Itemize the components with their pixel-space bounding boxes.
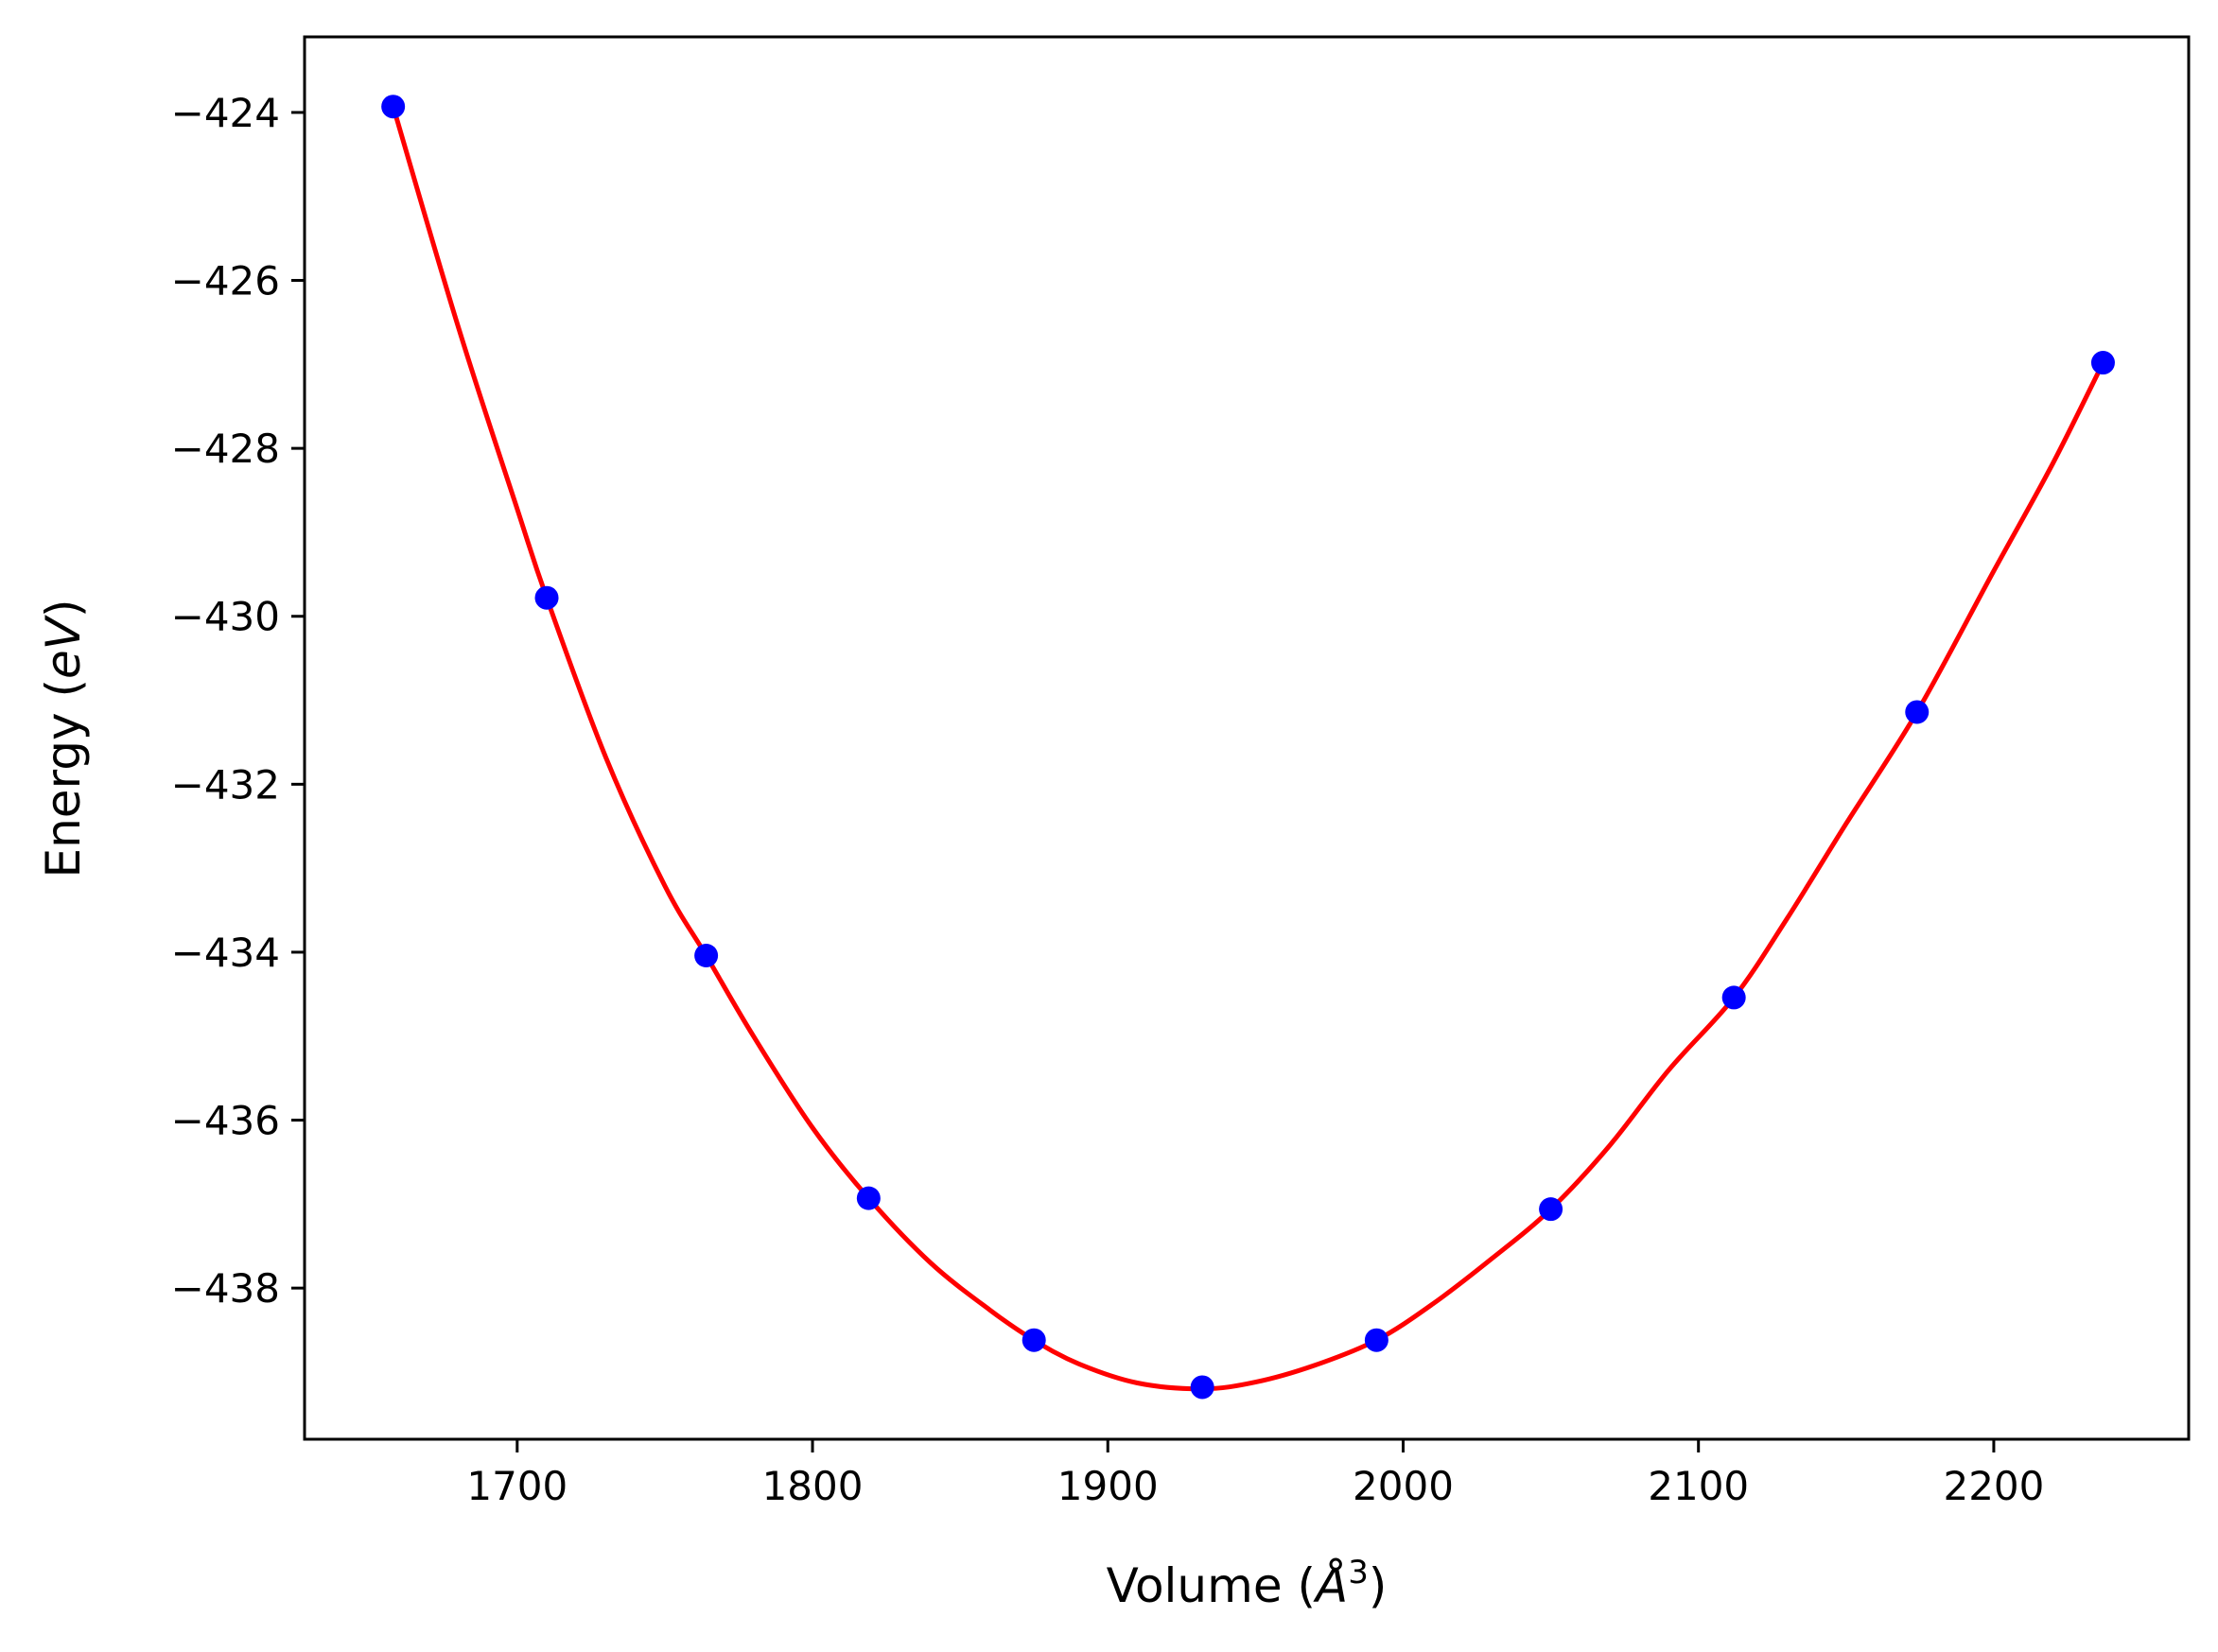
data-point bbox=[1190, 1375, 1214, 1400]
data-point bbox=[1022, 1328, 1046, 1352]
data-point bbox=[381, 95, 406, 119]
data-point bbox=[1539, 1197, 1563, 1222]
data-point bbox=[856, 1186, 881, 1210]
y-tick-label: −432 bbox=[171, 761, 280, 808]
data-point bbox=[1721, 985, 1746, 1010]
x-tick-label: 1900 bbox=[1057, 1463, 1159, 1509]
data-point bbox=[694, 943, 719, 967]
x-axis-label-prefix: Volume ( bbox=[1107, 1558, 1316, 1613]
x-axis-label: Volume (Å3) bbox=[1107, 1554, 1388, 1613]
x-axis-label-suffix: ) bbox=[1369, 1558, 1388, 1613]
y-tick-label: −436 bbox=[171, 1098, 280, 1144]
y-tick-label: −428 bbox=[171, 426, 280, 472]
x-axis-label-exponent: 3 bbox=[1348, 1554, 1369, 1591]
plot-frame bbox=[303, 35, 2191, 1441]
x-tick-label: 2200 bbox=[1943, 1463, 2044, 1509]
y-axis-label-unit: eV bbox=[36, 614, 91, 679]
series-layer bbox=[381, 95, 2115, 1400]
data-point bbox=[1364, 1328, 1388, 1352]
y-axis-label: Energy (eV) bbox=[36, 600, 91, 878]
x-tick-label: 2100 bbox=[1648, 1463, 1749, 1509]
y-tick-label: −426 bbox=[171, 258, 280, 304]
y-tick-label: −438 bbox=[171, 1265, 280, 1312]
y-tick-label: −434 bbox=[171, 930, 280, 976]
x-axis-label-symbol: Å bbox=[1313, 1558, 1348, 1613]
x-axis-ticks: 1700 1800 1900 2000 2100 2200 bbox=[466, 1439, 2044, 1509]
data-point bbox=[2090, 351, 2115, 375]
x-tick-label: 2000 bbox=[1353, 1463, 1454, 1509]
y-tick-label: −424 bbox=[171, 90, 280, 136]
y-axis-label-suffix: ) bbox=[36, 600, 91, 618]
x-tick-label: 1800 bbox=[762, 1463, 864, 1509]
data-point bbox=[534, 585, 559, 610]
y-tick-label: −430 bbox=[171, 594, 280, 640]
data-point bbox=[1905, 700, 1930, 724]
y-axis-ticks: −424 −426 −428 −430 −432 −434 −436 −438 bbox=[171, 90, 305, 1312]
y-axis-label-prefix: Energy ( bbox=[36, 679, 91, 878]
x-tick-label: 1700 bbox=[466, 1463, 568, 1509]
